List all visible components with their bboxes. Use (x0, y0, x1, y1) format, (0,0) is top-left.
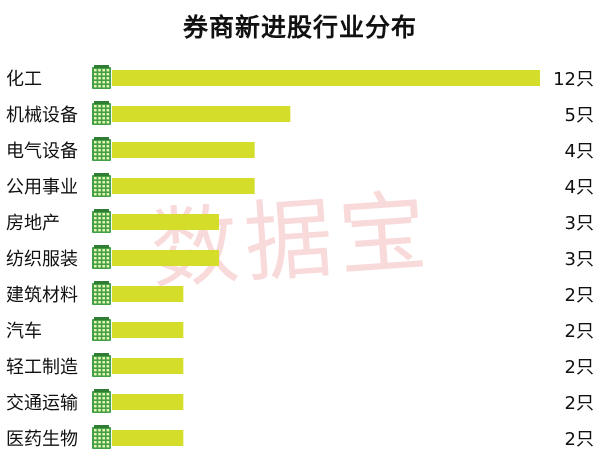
value-label: 2只 (565, 429, 594, 450)
bar (112, 214, 219, 230)
bar-row: 化工 12只 (6, 65, 594, 90)
value-label: 2只 (565, 357, 594, 378)
category-label: 汽车 (6, 321, 42, 342)
category-label: 机械设备 (6, 105, 78, 126)
bar (112, 358, 184, 374)
bar (112, 394, 184, 410)
category-label: 纺织服装 (6, 249, 78, 270)
bar (112, 142, 255, 158)
building-icon (92, 209, 111, 233)
chart-title: 券商新进股行业分布 (182, 13, 417, 42)
category-label: 电气设备 (6, 141, 78, 162)
value-label: 2只 (565, 285, 594, 306)
building-icon (92, 65, 111, 89)
category-label: 公用事业 (6, 177, 78, 198)
category-label: 轻工制造 (6, 357, 78, 378)
value-label: 4只 (565, 177, 594, 198)
bar (112, 106, 291, 122)
bar (112, 250, 219, 266)
category-label: 化工 (6, 69, 42, 90)
bar-row: 交通运输 2只 (6, 389, 594, 414)
category-label: 建筑材料 (6, 285, 78, 306)
building-icon (92, 425, 111, 449)
category-label: 房地产 (6, 213, 60, 234)
building-icon (92, 281, 111, 305)
building-icon (92, 353, 111, 377)
bar (112, 286, 184, 302)
bar-row: 汽车 2只 (6, 317, 594, 342)
bar (112, 70, 540, 86)
building-icon (92, 245, 111, 269)
value-label: 2只 (565, 321, 594, 342)
building-icon (92, 317, 111, 341)
building-icon (92, 101, 111, 125)
value-label: 3只 (565, 213, 594, 234)
building-icon (92, 389, 111, 413)
category-label: 交通运输 (6, 393, 78, 414)
bar-row: 房地产 3只 (6, 209, 594, 234)
bar-row: 公用事业 4只 (6, 173, 594, 198)
bar-row: 电气设备 4只 (6, 137, 594, 162)
category-label: 医药生物 (6, 429, 78, 450)
value-label: 5只 (565, 105, 594, 126)
bar (112, 178, 255, 194)
bar (112, 322, 184, 338)
value-label: 3只 (565, 249, 594, 270)
value-label: 12只 (553, 69, 594, 90)
bar-row: 机械设备 5只 (6, 101, 594, 126)
bar-row: 建筑材料 2只 (6, 281, 594, 306)
value-label: 2只 (565, 393, 594, 414)
value-label: 4只 (565, 141, 594, 162)
bar (112, 430, 184, 446)
bar-row: 医药生物 2只 (6, 425, 594, 450)
building-icon (92, 173, 111, 197)
building-icon (92, 137, 111, 161)
bar-row: 纺织服装 3只 (6, 245, 594, 270)
bar-row: 轻工制造 2只 (6, 353, 594, 378)
